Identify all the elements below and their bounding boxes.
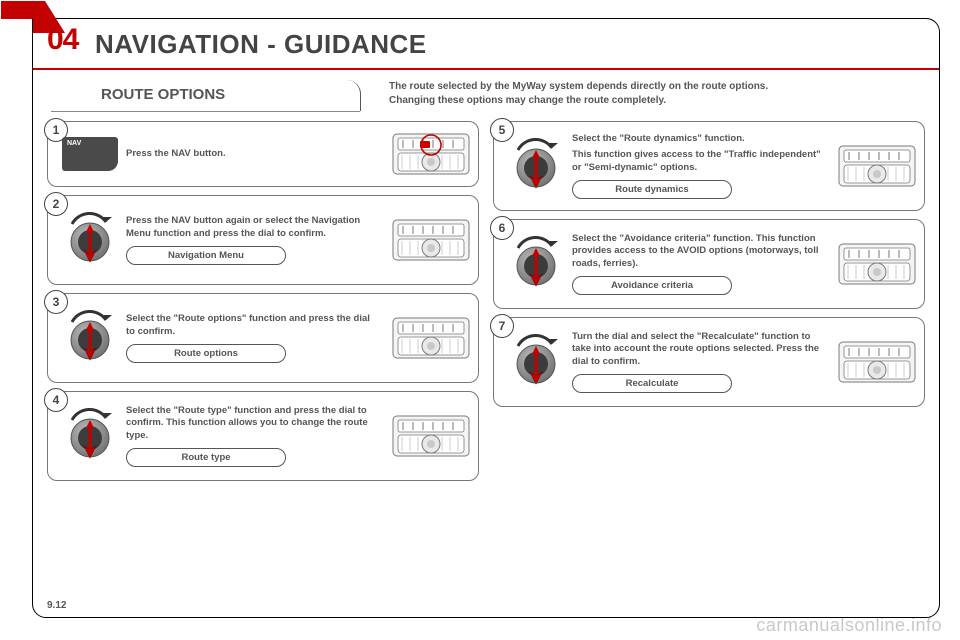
step-icon: [508, 236, 564, 292]
radio-unit-icon: [392, 131, 470, 177]
intro-line: Changing these options may change the ro…: [389, 94, 911, 108]
step-button-label: Recalculate: [572, 374, 732, 393]
step-card: 7 Turn the dial and select the "Recalcul…: [493, 317, 925, 407]
step-text: Turn the dial and select the "Recalculat…: [572, 331, 822, 368]
step-button-label: Navigation Menu: [126, 246, 286, 265]
radio-unit-icon: [392, 315, 470, 361]
step-button-label: Avoidance criteria: [572, 276, 732, 295]
right-column: 5 Select the "Route dynamics" function. …: [493, 121, 925, 481]
step-button-label: Route dynamics: [572, 180, 732, 199]
header: 04 NAVIGATION - GUIDANCE: [33, 19, 939, 70]
step-text: Select the "Route dynamics" function.: [572, 133, 822, 145]
step-button-label: Route type: [126, 448, 286, 467]
step-text: This function gives access to the "Traff…: [572, 149, 822, 174]
step-text: Select the "Avoidance criteria" function…: [572, 233, 822, 270]
step-icon: NAV: [62, 126, 118, 182]
step-card: 5 Select the "Route dynamics" function. …: [493, 121, 925, 211]
page-number: 9.12: [47, 600, 66, 611]
watermark: carmanualsonline.info: [756, 615, 942, 636]
step-card: 4 Select the "Route type" function and p…: [47, 391, 479, 481]
intro-text: The route selected by the MyWay system d…: [361, 80, 921, 107]
step-button-label: Route options: [126, 344, 286, 363]
radio-unit-icon: [392, 217, 470, 263]
page-title: NAVIGATION - GUIDANCE: [95, 29, 919, 60]
step-text: Press the NAV button again or select the…: [126, 215, 376, 240]
left-column: 1 NAV Press the NAV button. 2: [47, 121, 479, 481]
nav-button-icon: NAV: [62, 137, 118, 171]
radio-unit-icon: [838, 143, 916, 189]
step-icon: [62, 310, 118, 366]
step-text: Select the "Route type" function and pre…: [126, 405, 376, 442]
step-text: Select the "Route options" function and …: [126, 313, 376, 338]
step-icon: [62, 408, 118, 464]
radio-unit-icon: [838, 339, 916, 385]
step-card: 1 NAV Press the NAV button.: [47, 121, 479, 187]
radio-unit-icon: [392, 413, 470, 459]
page-frame: 04 NAVIGATION - GUIDANCE ROUTE OPTIONS T…: [32, 18, 940, 618]
step-icon: [62, 212, 118, 268]
step-text: Press the NAV button.: [126, 148, 376, 160]
section-number: 04: [47, 23, 78, 57]
columns: 1 NAV Press the NAV button. 2: [33, 121, 939, 491]
radio-unit-icon: [838, 241, 916, 287]
intro-line: The route selected by the MyWay system d…: [389, 80, 911, 94]
subsection-tab: ROUTE OPTIONS: [51, 80, 361, 111]
step-icon: [508, 334, 564, 390]
step-card: 2 Press the NAV button again or select t…: [47, 195, 479, 285]
step-card: 3 Select the "Route options" function an…: [47, 293, 479, 383]
step-icon: [508, 138, 564, 194]
subhead-row: ROUTE OPTIONS The route selected by the …: [33, 70, 939, 121]
step-card: 6 Select the "Avoidance criteria" functi…: [493, 219, 925, 309]
